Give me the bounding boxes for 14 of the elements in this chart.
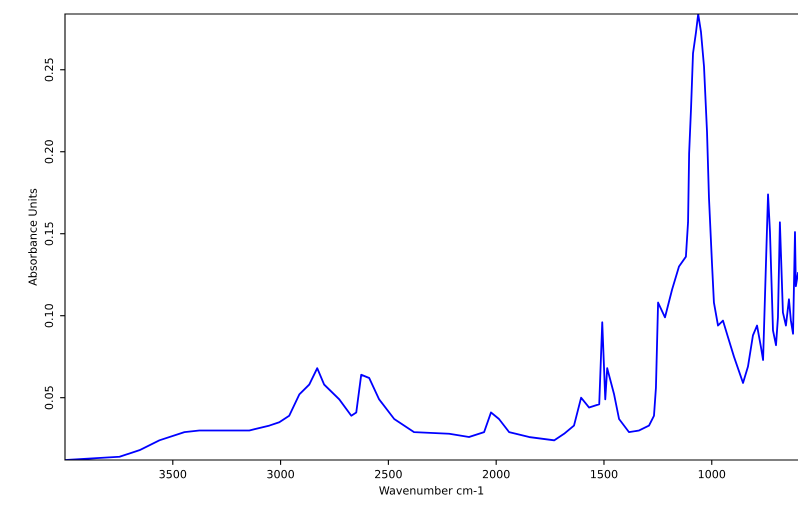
y-tick-label: 0.10 <box>44 304 54 328</box>
x-tick-label: 2000 <box>482 470 510 478</box>
x-tick-label: 2500 <box>375 470 402 478</box>
x-tick-label: 3500 <box>160 470 186 478</box>
line-series <box>65 14 798 460</box>
y-tick-label: 0.05 <box>44 386 54 410</box>
x-axis-title: Wavenumber cm-1 <box>379 486 484 495</box>
x-tick-label: 3000 <box>267 470 294 478</box>
x-tick-label: 1000 <box>698 470 726 478</box>
x-tick-label: 1500 <box>591 470 618 478</box>
y-axis-title: Absorbance Units <box>28 188 37 286</box>
y-tick-label: 0.20 <box>44 140 54 164</box>
y-tick-label: 0.15 <box>44 222 54 246</box>
y-tick-label: 0.25 <box>44 58 54 82</box>
